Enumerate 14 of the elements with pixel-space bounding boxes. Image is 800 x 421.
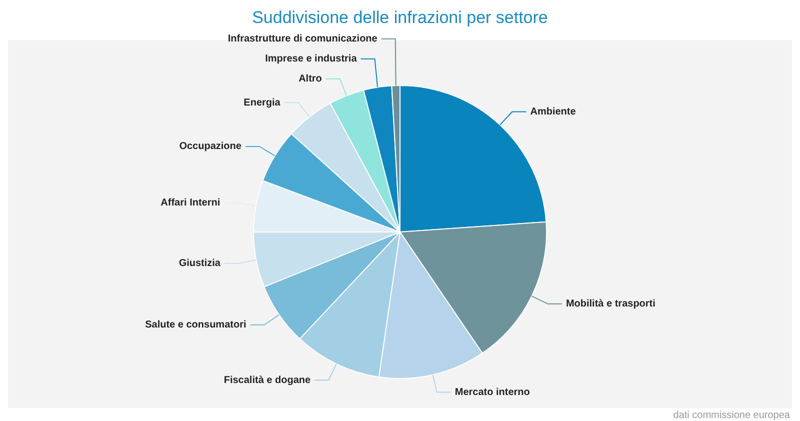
slice-label: Mobilità e trasporti [566, 298, 656, 310]
slice-label: Altro [298, 74, 322, 85]
slice-label: Fiscalità e dogane [224, 374, 311, 386]
text: dati commissione europea [673, 410, 790, 421]
slice-label: Imprese e industria [265, 54, 358, 65]
slice-label: Giustizia [178, 258, 221, 270]
slice-label: Affari Interni [160, 197, 220, 208]
slice-label: Occupazione [179, 141, 242, 152]
slice-label: Infrastrutture di comunicazione [228, 34, 378, 45]
slice-label: Energia [244, 97, 281, 108]
slice-label: Ambiente [530, 106, 576, 118]
slice-label: Mercato interno [454, 387, 530, 398]
chart-title: Suddivisione delle infrazioni per settore [251, 8, 549, 28]
slice-label: Salute e consumatori [145, 320, 246, 331]
